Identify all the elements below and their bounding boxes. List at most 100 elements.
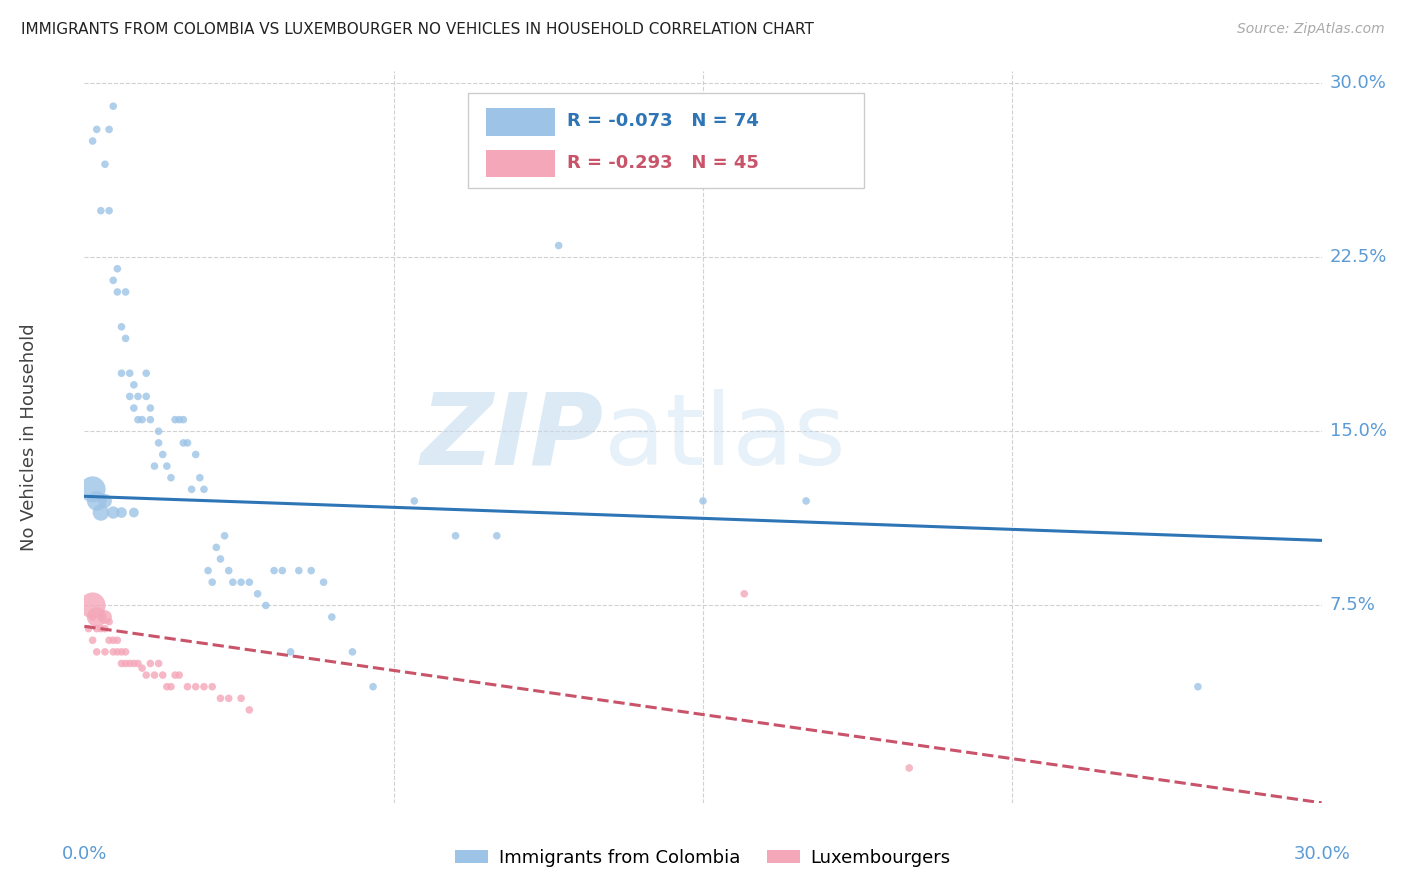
- Point: [312, 575, 335, 590]
- Point: [110, 319, 132, 334]
- Point: [209, 691, 232, 706]
- Point: [160, 471, 183, 485]
- Point: [238, 575, 260, 590]
- Point: [201, 680, 224, 694]
- Point: [156, 459, 179, 474]
- Point: [288, 564, 311, 578]
- Point: [172, 412, 194, 426]
- Point: [238, 703, 260, 717]
- Point: [188, 471, 211, 485]
- Point: [110, 366, 132, 380]
- Point: [143, 668, 166, 682]
- Text: R = -0.293   N = 45: R = -0.293 N = 45: [567, 153, 759, 172]
- Point: [172, 436, 194, 450]
- Point: [148, 436, 170, 450]
- Point: [127, 412, 149, 426]
- Point: [321, 610, 343, 624]
- Point: [86, 494, 108, 508]
- Point: [156, 680, 179, 694]
- Point: [143, 459, 166, 474]
- Point: [122, 401, 145, 415]
- Point: [98, 203, 121, 218]
- Point: [193, 483, 215, 497]
- Point: [214, 529, 236, 543]
- Point: [733, 587, 755, 601]
- Text: 0.0%: 0.0%: [62, 845, 107, 863]
- Point: [692, 494, 714, 508]
- Point: [254, 599, 277, 613]
- Point: [152, 448, 174, 462]
- Text: 22.5%: 22.5%: [1330, 248, 1388, 266]
- Point: [94, 494, 117, 508]
- Point: [222, 575, 245, 590]
- Point: [94, 645, 117, 659]
- Point: [794, 494, 817, 508]
- Point: [131, 412, 153, 426]
- Point: [167, 412, 190, 426]
- Point: [176, 436, 198, 450]
- Point: [184, 448, 207, 462]
- Point: [135, 389, 157, 403]
- Point: [122, 506, 145, 520]
- Point: [103, 506, 125, 520]
- Point: [114, 645, 136, 659]
- Point: [342, 645, 364, 659]
- Point: [229, 575, 252, 590]
- Point: [184, 680, 207, 694]
- Point: [135, 668, 157, 682]
- Point: [131, 661, 153, 675]
- Point: [485, 529, 508, 543]
- Legend: Immigrants from Colombia, Luxembourgers: Immigrants from Colombia, Luxembourgers: [449, 842, 957, 874]
- Point: [280, 645, 302, 659]
- Point: [98, 615, 121, 629]
- Point: [82, 610, 104, 624]
- Point: [77, 622, 100, 636]
- Point: [86, 122, 108, 136]
- Point: [114, 331, 136, 345]
- Point: [98, 122, 121, 136]
- Point: [105, 285, 128, 299]
- Point: [139, 657, 162, 671]
- Text: No Vehicles in Household: No Vehicles in Household: [20, 323, 38, 551]
- Point: [98, 633, 121, 648]
- Point: [90, 203, 112, 218]
- Point: [86, 610, 108, 624]
- Point: [152, 668, 174, 682]
- Point: [898, 761, 921, 775]
- Point: [165, 412, 187, 426]
- Point: [139, 412, 162, 426]
- Point: [127, 657, 149, 671]
- Point: [105, 633, 128, 648]
- Point: [103, 99, 125, 113]
- Point: [197, 564, 219, 578]
- Point: [271, 564, 294, 578]
- Point: [105, 645, 128, 659]
- Point: [110, 657, 132, 671]
- Text: Source: ZipAtlas.com: Source: ZipAtlas.com: [1237, 22, 1385, 37]
- Point: [229, 691, 252, 706]
- Point: [299, 564, 322, 578]
- Point: [135, 366, 157, 380]
- Point: [82, 134, 104, 148]
- Text: 30.0%: 30.0%: [1294, 845, 1350, 863]
- Point: [205, 541, 228, 555]
- Point: [114, 285, 136, 299]
- Text: 7.5%: 7.5%: [1330, 597, 1375, 615]
- Point: [167, 668, 190, 682]
- Point: [547, 238, 569, 252]
- Point: [82, 599, 104, 613]
- Text: 30.0%: 30.0%: [1330, 74, 1386, 92]
- Point: [201, 575, 224, 590]
- Point: [105, 261, 128, 276]
- Point: [122, 657, 145, 671]
- Point: [193, 680, 215, 694]
- Point: [90, 610, 112, 624]
- Point: [180, 483, 202, 497]
- Point: [1187, 680, 1209, 694]
- Point: [218, 691, 240, 706]
- Point: [263, 564, 285, 578]
- Point: [361, 680, 384, 694]
- Point: [148, 424, 170, 438]
- Bar: [468, 94, 863, 188]
- Point: [110, 506, 132, 520]
